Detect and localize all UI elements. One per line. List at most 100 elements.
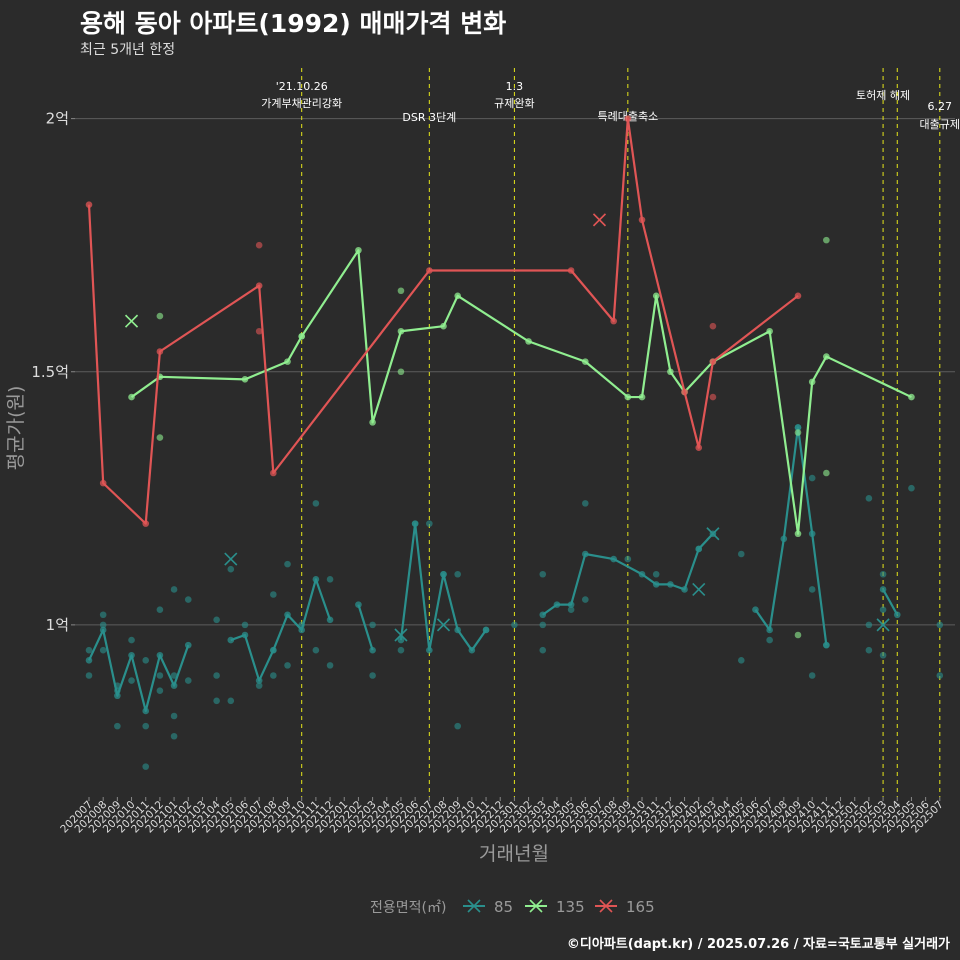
data-point — [482, 626, 490, 634]
series-line — [399, 522, 487, 652]
data-point — [255, 327, 263, 335]
y-axis-title: 평균가(원) — [5, 386, 27, 471]
data-point — [227, 636, 235, 644]
data-point — [695, 545, 703, 553]
y-axis: 1억 1.5억 2억 — [31, 110, 75, 634]
data-point — [156, 672, 164, 679]
data-point — [638, 393, 646, 401]
data-point — [511, 621, 518, 629]
legend-title: 전용면적(㎡) — [370, 900, 446, 916]
data-point — [823, 469, 830, 477]
event-label: 토허제 해제 — [856, 88, 910, 102]
data-point — [865, 495, 873, 502]
y-tick-label: 2억 — [46, 110, 69, 128]
data-point — [397, 327, 405, 335]
legend-label: 85 — [494, 898, 513, 916]
data-point — [865, 621, 873, 629]
data-point — [667, 581, 674, 588]
data-point — [369, 646, 376, 654]
legend-item: 135 — [525, 898, 585, 916]
data-point — [270, 591, 277, 598]
event-label: 1.3 — [506, 80, 524, 93]
data-point — [255, 241, 263, 249]
data-point — [752, 606, 759, 613]
data-point — [652, 581, 660, 588]
cancelled-mark — [529, 899, 543, 913]
event-label: 6.27 — [928, 100, 953, 113]
data-point — [667, 368, 674, 376]
data-point — [241, 621, 249, 629]
data-point — [85, 657, 93, 664]
data-point — [794, 429, 802, 436]
data-point — [128, 677, 135, 684]
data-point — [170, 586, 178, 593]
cancelled-mark — [592, 213, 607, 227]
data-point — [737, 550, 745, 558]
data-point — [582, 596, 589, 603]
data-point — [142, 763, 150, 770]
data-point — [170, 732, 178, 740]
event-label: 가계부채관리강화 — [261, 97, 342, 110]
data-point — [241, 376, 249, 383]
data-point — [454, 570, 461, 578]
data-point — [227, 697, 235, 705]
data-point — [397, 368, 405, 376]
data-point — [326, 662, 334, 669]
data-point — [823, 236, 830, 244]
data-point — [879, 606, 887, 613]
data-point — [128, 393, 135, 401]
data-point — [99, 646, 107, 654]
data-point — [397, 646, 405, 654]
data-point — [539, 611, 547, 619]
data-point — [539, 621, 547, 629]
cancelled-mark — [436, 618, 451, 632]
event-label: DSR 3단계 — [402, 111, 456, 124]
cancelled-mark — [394, 628, 408, 642]
data-point — [893, 611, 901, 619]
x-axis-title: 거래년월 — [479, 843, 549, 865]
data-point — [865, 646, 873, 654]
data-point — [808, 672, 816, 679]
data-point — [582, 500, 589, 507]
data-point — [128, 636, 135, 644]
data-point — [298, 333, 306, 340]
data-point — [468, 646, 476, 654]
series-line — [87, 117, 799, 525]
data-point — [780, 535, 788, 543]
data-point — [426, 646, 433, 654]
data-point — [156, 312, 164, 320]
data-point — [681, 586, 688, 593]
data-point — [638, 216, 646, 224]
data-point — [312, 576, 320, 583]
data-point — [567, 267, 575, 274]
data-point — [936, 621, 944, 629]
data-point — [326, 616, 334, 624]
data-point — [255, 282, 263, 289]
data-point — [440, 570, 447, 578]
data-point — [114, 687, 121, 694]
data-point — [85, 646, 93, 654]
y-tick-label: 1.5억 — [31, 363, 69, 381]
data-point — [355, 601, 362, 608]
data-point — [284, 560, 291, 568]
data-point — [270, 646, 277, 654]
legend-item: 85 — [463, 898, 513, 916]
cancelled-mark — [706, 527, 720, 541]
data-point — [610, 317, 617, 325]
series-line — [88, 628, 190, 713]
data-point — [652, 570, 660, 578]
data-point — [184, 641, 192, 649]
series-165 — [85, 115, 802, 527]
data-point — [213, 672, 220, 679]
x-axis: 2020072020082020092020102020112020122021… — [58, 797, 946, 835]
cancelled-mark — [876, 618, 890, 632]
data-point — [255, 677, 263, 684]
data-point — [397, 287, 405, 295]
data-point — [908, 393, 915, 401]
cancelled-mark — [124, 314, 139, 328]
data-point — [156, 348, 164, 355]
data-point — [142, 657, 150, 664]
data-point — [369, 621, 376, 629]
data-point — [170, 672, 178, 679]
series-line — [882, 588, 899, 616]
